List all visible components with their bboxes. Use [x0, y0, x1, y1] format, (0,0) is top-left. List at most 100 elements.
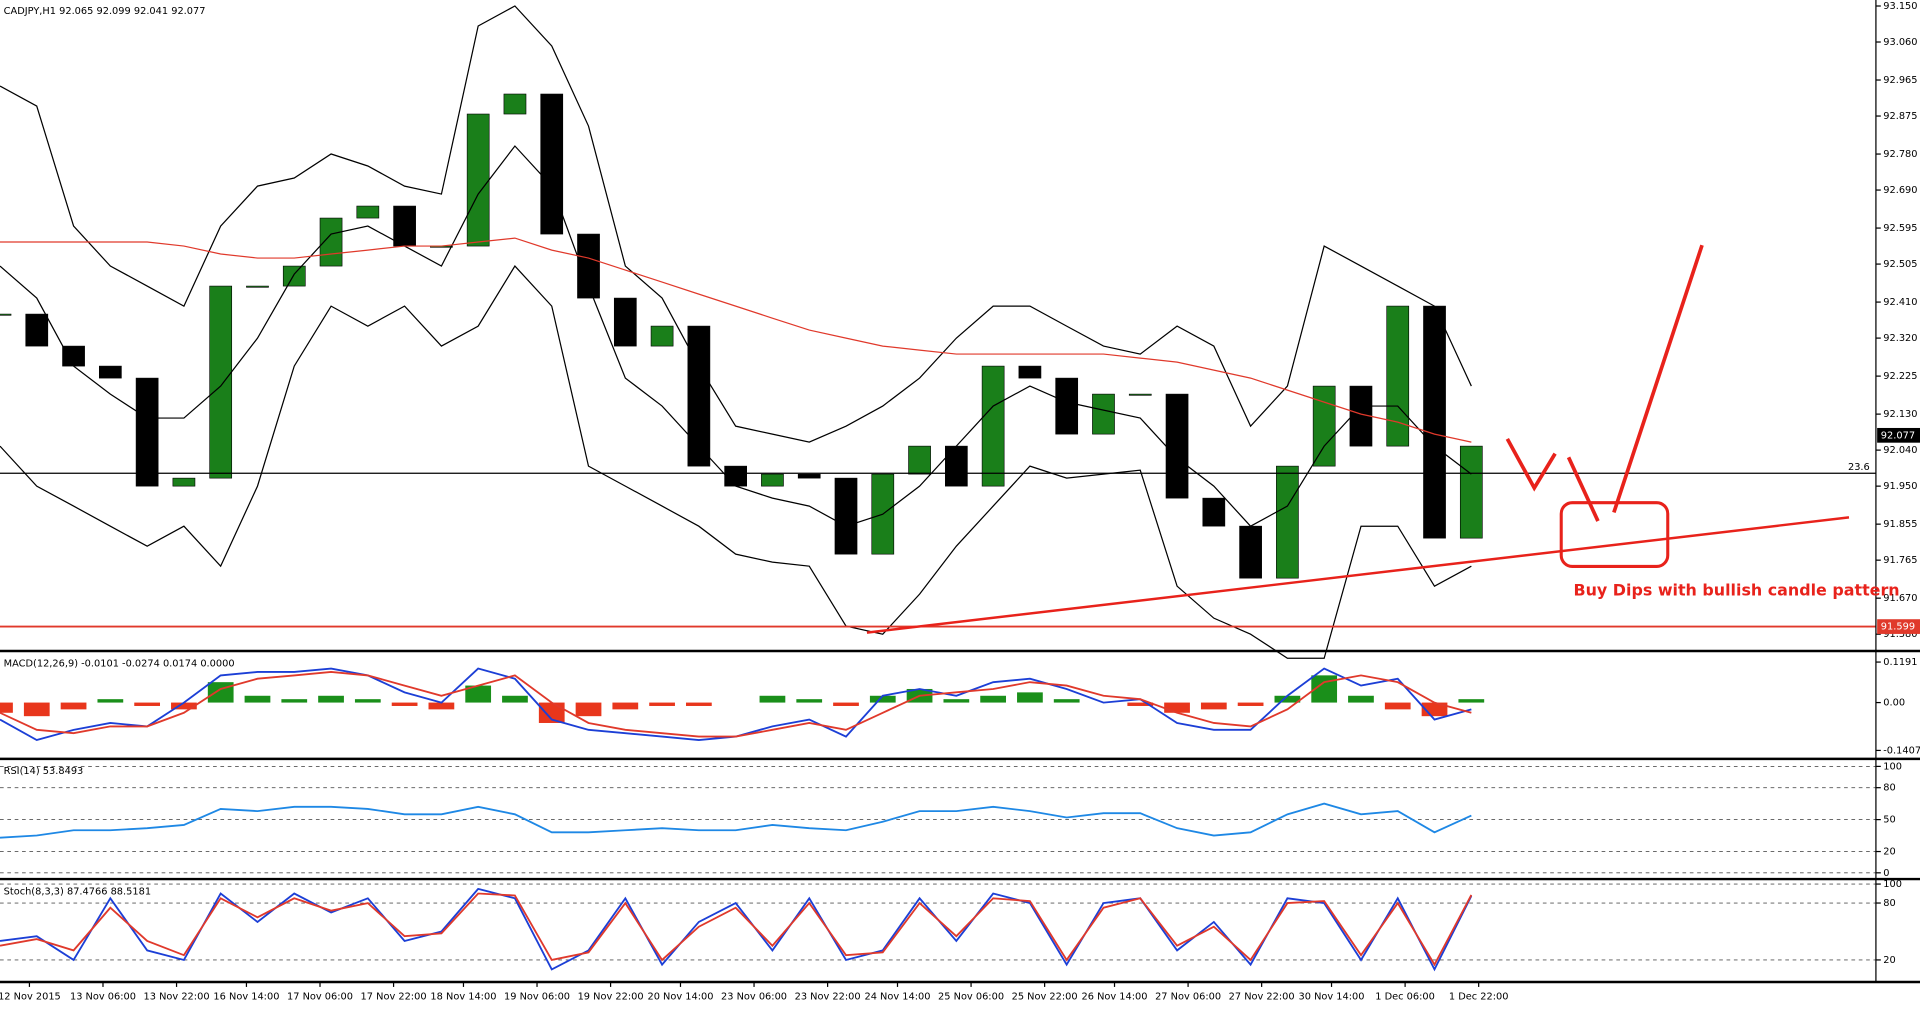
x-tick-label: 23 Nov 22:00: [795, 992, 861, 1003]
y-tick-label: 92.130: [1883, 409, 1917, 420]
histogram-bar: [1384, 702, 1411, 710]
y-tick-label: 91.950: [1883, 481, 1917, 492]
candle: [1128, 393, 1152, 396]
x-tick-label: 23 Nov 06:00: [721, 992, 787, 1003]
y-tick-label: 20: [1883, 955, 1895, 966]
y-tick-label: 50: [1883, 815, 1895, 826]
panel: 0.1191 0.00 -0.1407 MACD(12,26,9) -0.0101 -…: [0, 657, 1920, 761]
y-tick-label: 92.225: [1883, 371, 1917, 382]
x-tick-label: 18 Nov 14:00: [430, 992, 496, 1003]
y-tick-label: 0.1191: [1883, 657, 1917, 668]
y-tick-label: 92.595: [1883, 223, 1917, 234]
x-tick-label: 17 Nov 06:00: [287, 992, 353, 1003]
candle: [393, 205, 416, 247]
candle: [25, 313, 49, 347]
x-tick-label: 30 Nov 14:00: [1299, 992, 1365, 1003]
y-tick-label: 92.410: [1883, 297, 1917, 308]
series-line: [0, 887, 1473, 972]
series-line: [0, 145, 1472, 527]
candle: [1423, 305, 1446, 539]
price-label: 91.599: [1881, 622, 1915, 633]
histogram-bar: [1127, 702, 1154, 706]
x-tick-label: 25 Nov 06:00: [938, 992, 1004, 1003]
price-label-box: [1877, 619, 1920, 634]
y-tick-label: 80: [1883, 898, 1895, 909]
y-tick-label: 92.320: [1883, 333, 1917, 344]
panel-title: MACD(12,26,9) -0.0101 -0.0274 0.0174 0.0…: [4, 658, 235, 669]
candle: [540, 93, 564, 235]
price-label: 92.077: [1881, 430, 1915, 441]
histogram-bar: [465, 685, 492, 703]
y-tick-label: 91.580: [1883, 629, 1917, 640]
panel-title: Stoch(8,3,3) 87.4766 88.5181: [4, 886, 151, 897]
histogram-bar: [244, 695, 271, 703]
histogram-bar: [97, 699, 124, 703]
candle: [1276, 465, 1299, 579]
panel: 20 80 100 Stoch(8,3,3) 87.4766 88.5181 12 No…: [0, 879, 1920, 1003]
histogram-bar: [649, 702, 675, 706]
histogram-bar: [428, 702, 455, 710]
histogram-bar: [575, 702, 602, 717]
x-tick-label: 19 Nov 22:00: [578, 992, 644, 1003]
y-tick-label: 92.875: [1883, 111, 1917, 122]
candle: [172, 477, 196, 487]
histogram-bar: [943, 699, 970, 703]
candle: [135, 377, 159, 487]
candle: [1055, 377, 1079, 435]
histogram-bar: [1237, 702, 1264, 706]
panel: 0 20 50 80 100 RSI(14) 53.8493: [0, 761, 1920, 881]
y-tick-label: 91.670: [1883, 593, 1917, 604]
fib-label: 23.6: [1848, 462, 1870, 473]
candle: [503, 93, 527, 115]
y-tick-label: 80: [1883, 783, 1895, 794]
x-tick-label: 1 Dec 22:00: [1449, 992, 1509, 1003]
candle: [62, 345, 85, 367]
panel: 93.150 93.060 92.965 92.875 92.780 92.690 92.5…: [0, 1, 1920, 659]
x-tick-label: 1 Dec 06:00: [1375, 992, 1435, 1003]
histogram-bar: [171, 702, 197, 710]
y-tick-label: 0.00: [1883, 698, 1905, 709]
histogram-bar: [796, 699, 823, 703]
histogram-bar: [1458, 699, 1485, 703]
y-tick-label: 93.060: [1883, 37, 1917, 48]
y-tick-label: -0.1407: [1883, 745, 1920, 756]
candle: [282, 265, 306, 287]
candle: [466, 113, 490, 247]
histogram-bar: [1274, 695, 1301, 703]
x-tick-label: 27 Nov 06:00: [1155, 992, 1221, 1003]
candle: [761, 473, 784, 487]
histogram-bar: [1053, 699, 1080, 703]
y-tick-label: 93.150: [1883, 1, 1917, 12]
y-tick-label: 92.040: [1883, 445, 1917, 456]
target-zone: [1559, 501, 1670, 568]
x-tick-label: 17 Nov 22:00: [361, 992, 427, 1003]
candle: [99, 365, 122, 379]
histogram-bar: [612, 702, 639, 710]
price-label-box: [1877, 427, 1920, 443]
candle: [1165, 393, 1189, 499]
series-line: [0, 892, 1473, 967]
annotation-text: Buy Dips with bullish candle pattern: [1573, 580, 1899, 599]
histogram-bar: [354, 699, 381, 703]
x-tick-label: 24 Nov 14:00: [864, 992, 930, 1003]
candle: [1459, 445, 1483, 539]
y-tick-label: 91.765: [1883, 555, 1917, 566]
y-tick-label: 100: [1883, 879, 1902, 890]
candle: [1312, 385, 1336, 467]
candle: [209, 285, 233, 479]
candle: [1018, 365, 1042, 379]
candle: [981, 365, 1005, 487]
x-tick-label: 16 Nov 14:00: [213, 992, 279, 1003]
y-tick-label: 91.855: [1883, 519, 1917, 530]
histogram-bar: [685, 702, 712, 706]
histogram-bar: [980, 695, 1007, 703]
histogram-bar: [281, 699, 308, 703]
candle: [1202, 497, 1226, 527]
y-tick-label: 92.965: [1883, 75, 1917, 86]
x-tick-label: 26 Nov 14:00: [1082, 992, 1148, 1003]
arrow-path: [1505, 438, 1557, 492]
x-tick-label: 13 Nov 22:00: [144, 992, 210, 1003]
